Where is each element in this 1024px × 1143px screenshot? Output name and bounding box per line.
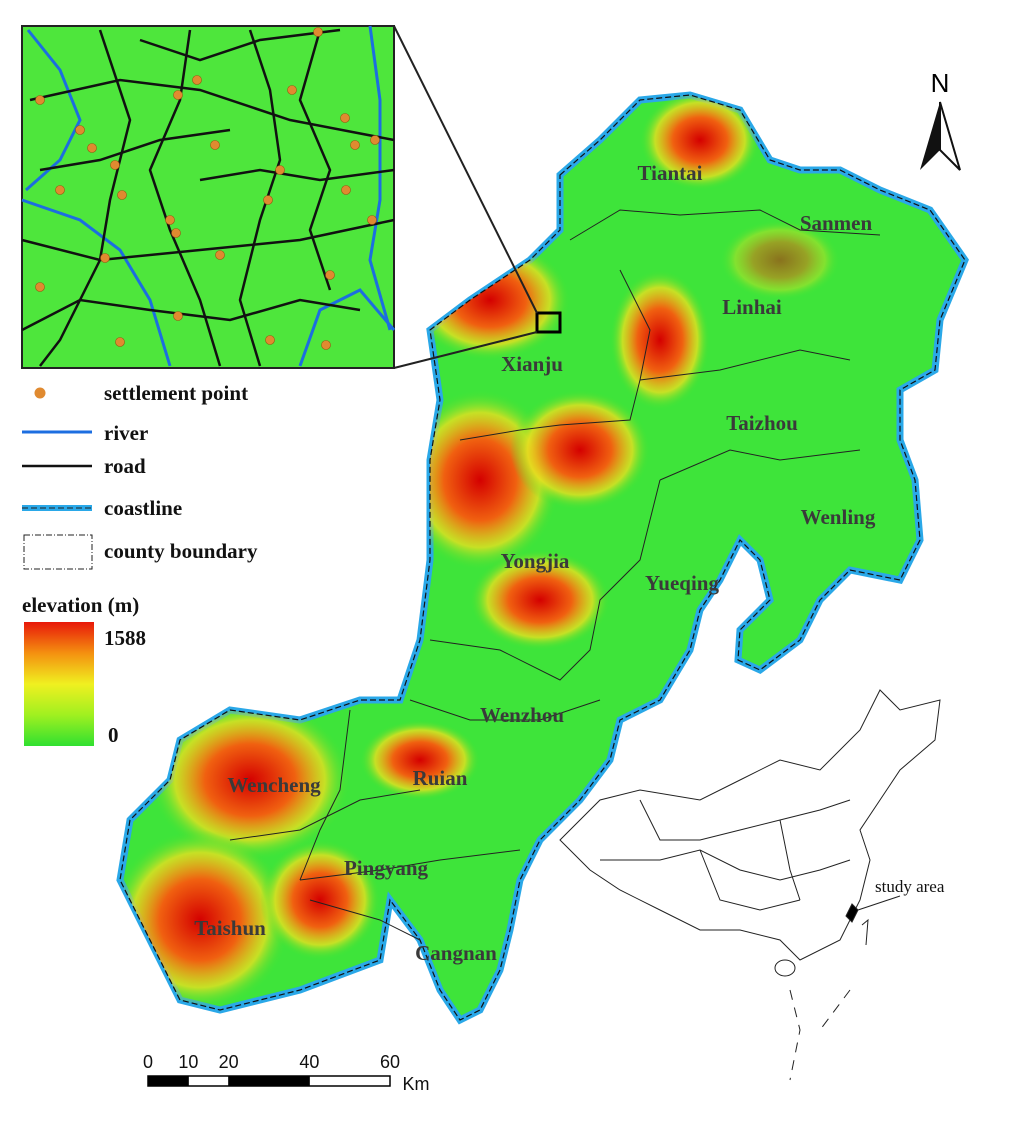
legend-symbol: [34, 387, 46, 399]
legend-label: road: [104, 454, 146, 478]
county-boundaries: [229, 209, 881, 941]
county-labels: Tiantai Sanmen Linhai Xianju Taizhou Wen…: [194, 161, 876, 965]
elevation-min: 0: [108, 723, 119, 747]
county-label: Taizhou: [726, 411, 798, 435]
scale-unit: Km: [403, 1074, 430, 1094]
county-label: Wencheng: [227, 773, 321, 797]
china-locator: study area: [559, 689, 945, 1081]
county-label: Cangnan: [415, 941, 497, 965]
inset-locator: [535, 311, 562, 334]
legend-label: coastline: [104, 496, 182, 520]
north-arrow: N: [920, 68, 961, 171]
scale-label: 40: [299, 1052, 319, 1072]
county-label: Tiantai: [638, 161, 703, 185]
legend-label: county boundary: [104, 539, 258, 563]
scale-label: 20: [219, 1052, 239, 1072]
inset: [21, 25, 538, 369]
scale-segment: [148, 1076, 189, 1086]
elevation-title: elevation (m): [22, 593, 139, 617]
county-label: Yueqing: [645, 571, 719, 595]
scale-label: 10: [178, 1052, 198, 1072]
legend: settlement point river road coastline co…: [22, 381, 258, 747]
scale-label: 0: [143, 1052, 153, 1072]
county-label: Linhai: [722, 295, 782, 319]
county-label: Ruian: [413, 766, 468, 790]
scale-label: 60: [380, 1052, 400, 1072]
county-label: Wenzhou: [480, 703, 564, 727]
legend-label: settlement point: [104, 381, 248, 405]
county-label: Xianju: [501, 352, 563, 376]
county-label: Sanmen: [800, 211, 873, 235]
scale-segment: [228, 1076, 310, 1086]
legend-label: river: [104, 421, 148, 445]
north-label: N: [931, 68, 950, 98]
county-label: Yongjia: [501, 549, 570, 573]
locator-label: study area: [875, 877, 945, 896]
county-label: Pingyang: [344, 856, 429, 880]
elevation-ramp: [24, 622, 94, 746]
elevation-max: 1588: [104, 626, 146, 650]
county-label: Wenling: [801, 505, 876, 529]
county-label: Taishun: [194, 916, 266, 940]
